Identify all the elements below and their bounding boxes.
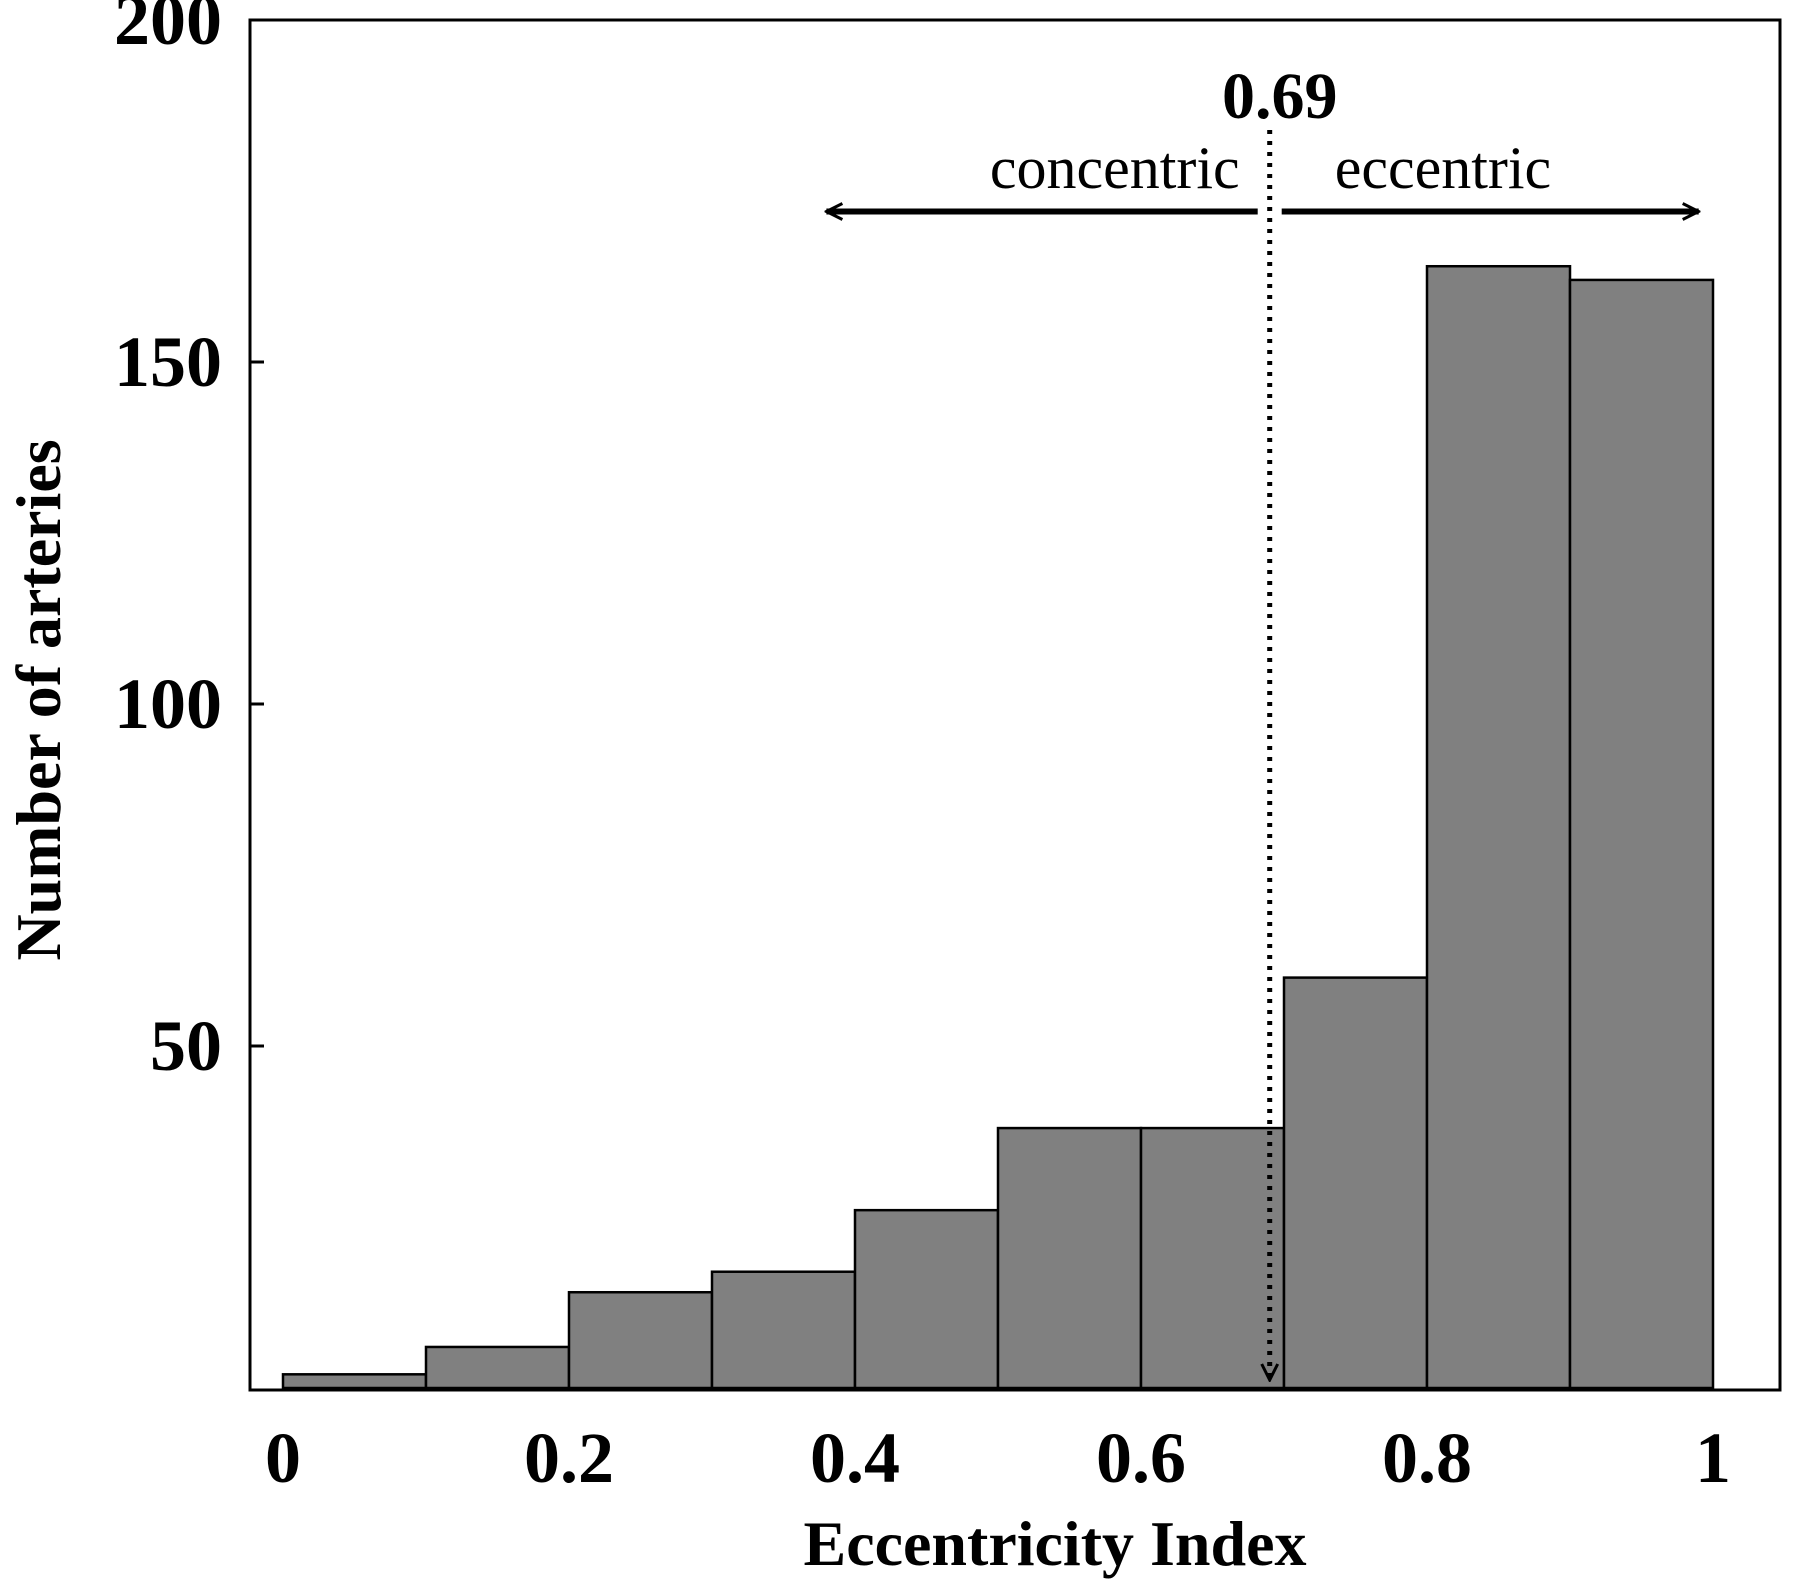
- histogram-bar-10: [1568, 278, 1715, 1390]
- x-axis-title: Eccentricity Index: [804, 1508, 1307, 1579]
- x-axis-ticks: 0 0.2 0.4 0.6 0.8 1: [265, 1418, 1731, 1498]
- histogram-bar-6: [996, 1126, 1143, 1390]
- histogram-bar-5: [853, 1208, 1000, 1390]
- histogram-bar-8: [1282, 976, 1429, 1390]
- x-tick-label: 0: [265, 1418, 301, 1498]
- x-tick-label: 1: [1695, 1418, 1731, 1498]
- y-tick-label: 100: [114, 664, 222, 744]
- x-tick-label: 0.2: [524, 1418, 614, 1498]
- y-tick-label: 50: [150, 1006, 222, 1086]
- y-axis-title: Number of arteries: [3, 439, 74, 960]
- histogram-bar-9: [1425, 264, 1572, 1390]
- histogram-bar-1: [281, 1373, 428, 1390]
- histogram-bar-4: [710, 1270, 857, 1390]
- bars-group: [281, 264, 1715, 1390]
- y-tick-label: 150: [114, 322, 222, 402]
- x-tick-label: 0.6: [1096, 1418, 1186, 1498]
- x-tick-label: 0.8: [1382, 1418, 1472, 1498]
- eccentric-label: eccentric: [1335, 135, 1551, 201]
- histogram-bar-2: [424, 1345, 571, 1390]
- y-tick-label: 200: [114, 0, 222, 60]
- threshold-value-label: 0.69: [1222, 60, 1338, 133]
- concentric-label: concentric: [990, 135, 1240, 201]
- histogram-bar-7: [1139, 1126, 1286, 1390]
- histogram-bar-3: [567, 1290, 714, 1390]
- x-tick-label: 0.4: [810, 1418, 900, 1498]
- y-axis-ticks: 50 100 150 200: [114, 0, 264, 1086]
